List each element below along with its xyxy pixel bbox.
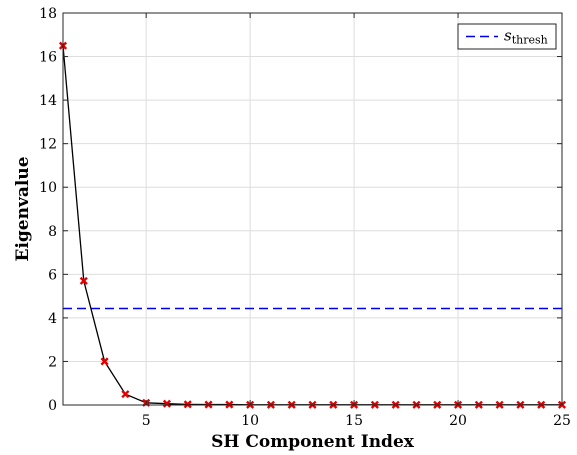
axis-ticks: 5 10 15 20 25 0 2 4 6 8 10 12 14 16 18 <box>39 6 571 429</box>
x-tick-label: 15 <box>345 413 363 429</box>
y-tick-label: 16 <box>39 50 57 66</box>
data-point-marker <box>79 276 88 285</box>
plot-area <box>63 13 562 405</box>
data-point-marker <box>183 400 192 409</box>
y-tick-label: 12 <box>39 137 57 153</box>
y-tick-label: 0 <box>48 398 57 414</box>
y-tick-label: 6 <box>48 267 57 283</box>
data-point-marker <box>162 399 172 408</box>
data-point-marker <box>100 357 109 366</box>
y-axis-title: Eigenvalue <box>13 156 33 261</box>
legend: sthresh <box>457 23 557 50</box>
y-tick-label: 10 <box>39 180 57 196</box>
x-tick-label: 25 <box>553 413 571 429</box>
data-point-marker <box>121 390 130 399</box>
x-tick-label: 5 <box>142 413 151 429</box>
x-axis-title: SH Component Index <box>211 432 415 452</box>
y-tick-label: 8 <box>48 224 57 240</box>
x-tick-label: 10 <box>241 413 259 429</box>
y-tick-label: 18 <box>39 6 57 22</box>
y-tick-label: 2 <box>48 354 57 370</box>
y-tick-label: 14 <box>39 93 57 109</box>
legend-label-threshold: sthresh <box>504 27 548 47</box>
y-tick-label: 4 <box>48 311 57 327</box>
plot-frame <box>62 12 563 406</box>
x-tick-label: 20 <box>449 413 467 429</box>
